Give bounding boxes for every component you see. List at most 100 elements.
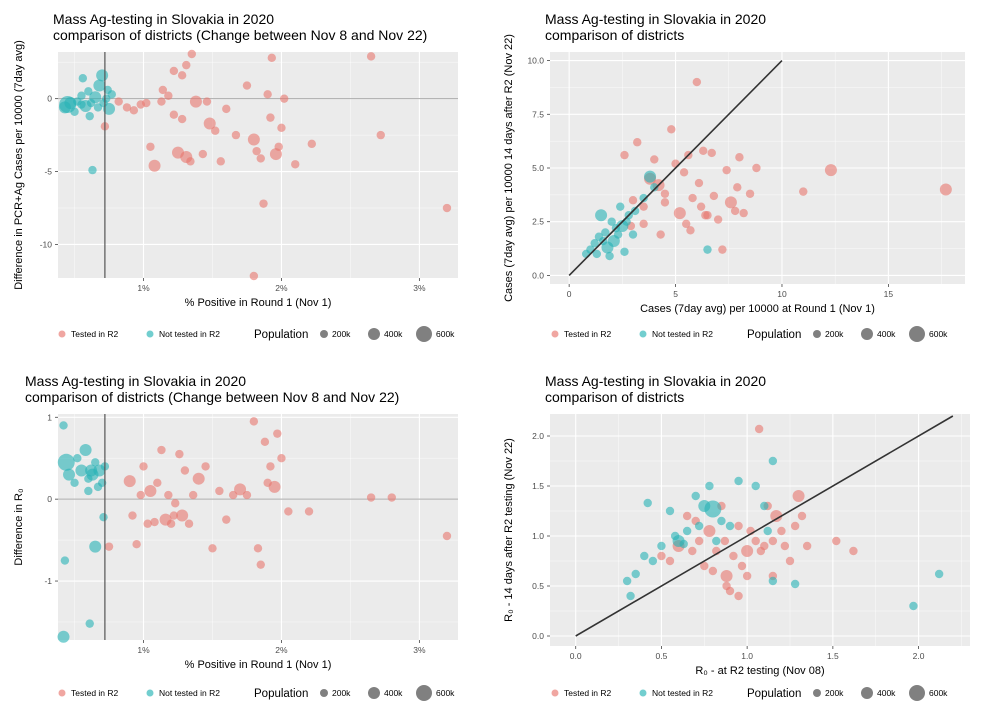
data-point: [679, 168, 689, 177]
data-point: [799, 187, 808, 196]
data-point: [78, 74, 88, 83]
legend-size-label: 400k: [384, 329, 403, 339]
series-tested: [620, 77, 952, 254]
data-point: [686, 226, 695, 235]
x-tick-label: 5: [673, 289, 678, 299]
data-point: [682, 511, 692, 521]
data-point: [169, 511, 179, 520]
data-point: [284, 507, 293, 516]
legend-size-label: 200k: [825, 688, 844, 698]
data-point: [192, 472, 205, 485]
legend-population-title: Population: [747, 329, 801, 341]
legend-size-key: [416, 685, 432, 701]
data-point: [699, 146, 708, 156]
legend-population-title: Population: [747, 688, 801, 700]
data-point: [228, 490, 238, 500]
x-tick-label: 1.5: [827, 651, 839, 661]
x-tick-label: 0: [567, 289, 572, 299]
data-point: [186, 157, 195, 166]
data-point: [656, 230, 665, 239]
data-point: [665, 556, 675, 566]
legend-size-label: 400k: [384, 688, 403, 698]
data-point: [307, 139, 316, 149]
y-tick-label: 7.5: [532, 109, 544, 119]
data-point: [592, 249, 602, 259]
data-point: [269, 148, 282, 161]
y-tick-label: 1.0: [532, 531, 544, 541]
data-point: [718, 245, 727, 254]
data-point: [620, 150, 629, 160]
data-point: [252, 146, 261, 156]
data-point: [640, 551, 649, 561]
data-point: [832, 536, 841, 546]
legend-size-key: [416, 326, 432, 342]
data-point: [739, 208, 748, 218]
legend-tested-key: [58, 689, 66, 697]
data-point: [153, 478, 162, 487]
data-point: [754, 424, 764, 434]
data-point: [751, 481, 760, 491]
data-point: [249, 271, 259, 281]
data-point: [797, 511, 807, 521]
x-axis-label: R₀ - at R2 testing (Nov 08): [695, 665, 824, 677]
data-point: [939, 183, 952, 196]
data-point: [60, 556, 70, 565]
data-point: [387, 493, 396, 502]
y-tick-label: 10.0: [527, 56, 544, 66]
data-point: [150, 517, 159, 527]
legend: Tested in R2 Not tested in R2 Population 20…: [551, 326, 948, 342]
data-point: [628, 196, 638, 205]
data-point: [215, 486, 224, 496]
data-point: [85, 111, 94, 121]
x-tick-label: 1%: [137, 645, 150, 655]
data-point: [85, 619, 94, 628]
data-point: [177, 71, 187, 80]
legend-tested-key: [58, 330, 66, 338]
chart-subtitle: comparison of districts: [545, 27, 684, 43]
data-point: [164, 490, 173, 500]
data-point: [660, 198, 670, 207]
x-axis-label: % Positive in Round 1 (Nov 1): [185, 297, 332, 309]
data-point: [128, 511, 137, 520]
data-point: [760, 501, 769, 511]
data-point: [242, 490, 252, 500]
y-tick-label: 0: [47, 494, 52, 504]
data-point: [376, 130, 385, 140]
legend: Tested in R2 Not tested in R2 Population 20…: [58, 326, 455, 342]
data-point: [720, 570, 733, 582]
data-point: [722, 581, 731, 591]
y-tick-label: 5.0: [532, 163, 544, 173]
legend-size-label: 400k: [877, 329, 896, 339]
data-point: [97, 478, 107, 487]
data-point: [708, 566, 718, 576]
data-point: [730, 206, 740, 216]
series-not-tested: [57, 421, 110, 643]
data-point: [709, 191, 719, 201]
data-point: [660, 189, 670, 198]
data-point: [198, 149, 208, 159]
data-point: [57, 453, 75, 471]
legend-population-title: Population: [254, 329, 308, 341]
data-point: [70, 107, 79, 116]
data-point: [259, 199, 268, 208]
legend-not-tested-key: [639, 330, 647, 338]
data-point: [705, 481, 714, 491]
legend-not-tested-key: [146, 689, 154, 697]
data-point: [442, 203, 452, 213]
data-point: [802, 541, 812, 551]
y-tick-label: -10: [40, 239, 53, 249]
data-point: [682, 219, 691, 229]
data-point: [694, 536, 704, 546]
data-point: [129, 106, 139, 115]
legend: Tested in R2 Not tested in R2 Population 20…: [58, 685, 455, 701]
data-point: [211, 126, 220, 135]
data-point: [707, 148, 716, 158]
data-point: [770, 510, 783, 522]
y-axis-label: Difference in R₀: [13, 488, 25, 565]
data-point: [169, 66, 179, 76]
y-tick-label: -5: [44, 167, 52, 177]
y-tick-label: 0.5: [532, 581, 544, 591]
data-point: [722, 165, 731, 175]
legend-tested-label: Tested in R2: [71, 329, 119, 339]
data-point: [164, 91, 173, 100]
